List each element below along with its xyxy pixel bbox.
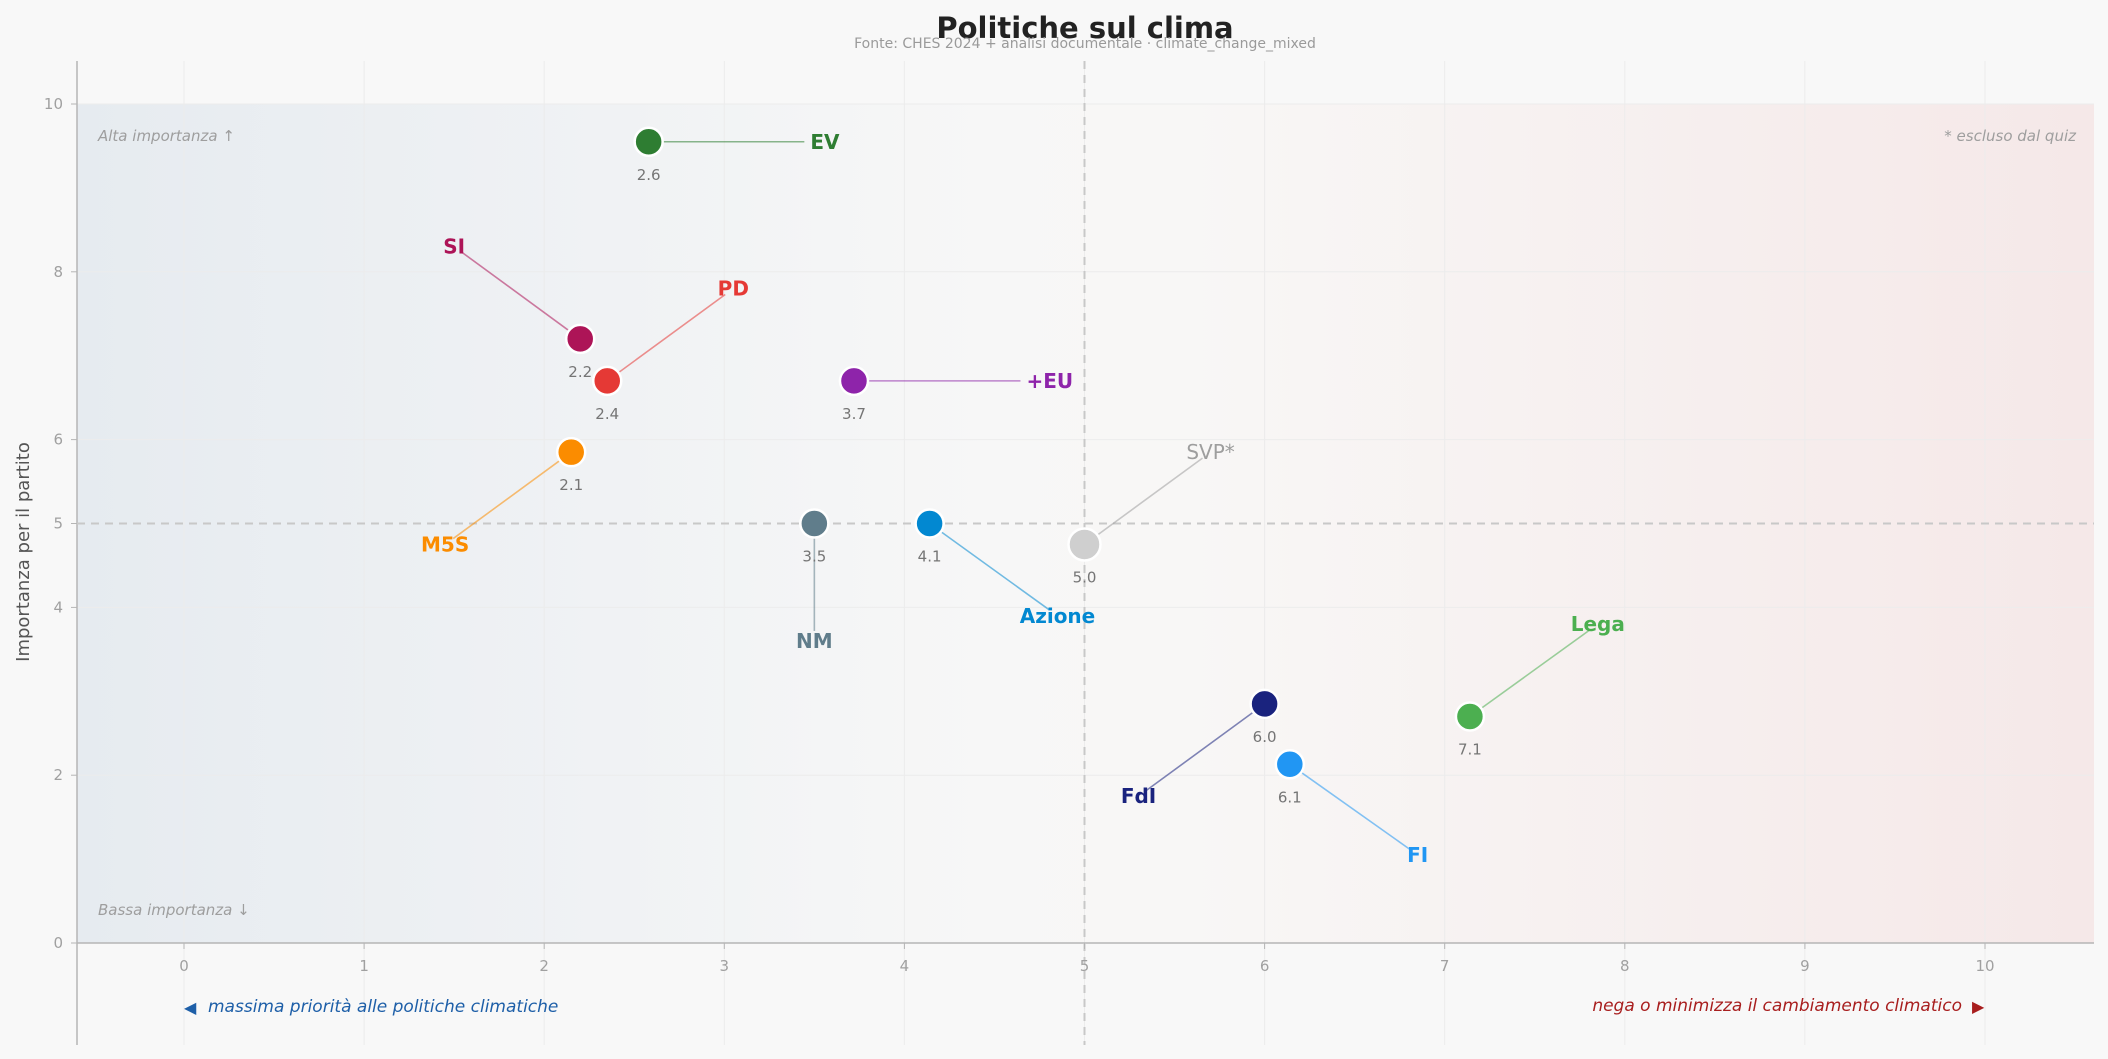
- point-fdi: [1249, 688, 1280, 720]
- x-tick-label: 8: [1620, 957, 1630, 975]
- party-points: 2.6 EV 2.2 SI 2.4 PD 3.7 +EU 2.1 M5S 3.5 NM 4.1 Azion…: [421, 126, 1625, 867]
- right-arrow-icon: ▶: [1972, 997, 1985, 1016]
- left-caption: massima priorità alle politiche climatic…: [208, 997, 558, 1017]
- tick-labels: 0 1 2 3 4 5 6 7 8 9 10 0 2 4 5 6 8 10: [44, 95, 1995, 975]
- value-label: 4.1: [918, 548, 942, 566]
- point-ev: [633, 126, 664, 158]
- y-tick-label: 2: [53, 766, 63, 784]
- leader-line-fi: [1289, 763, 1410, 850]
- value-label: 5.0: [1073, 568, 1097, 586]
- party-label: Lega: [1571, 612, 1625, 636]
- party-label: SI: [443, 235, 465, 259]
- value-label: 2.2: [568, 363, 592, 381]
- leader-line-si: [461, 251, 581, 340]
- chart-title: Politiche sul clima: [936, 11, 1233, 45]
- note-top-left: Alta importanza ↑: [97, 127, 235, 145]
- y-tick-label: 8: [53, 263, 63, 281]
- chart-subtitle: Fonte: CHES 2024 + analisi documentale ·…: [854, 36, 1316, 52]
- right-caption: nega o minimizza il cambiamento climatic…: [1592, 996, 1962, 1016]
- point-nm: [799, 508, 830, 539]
- value-label: 2.1: [559, 476, 583, 494]
- value-label: 6.1: [1278, 788, 1302, 806]
- note-top-right: * escluso dal quiz: [1944, 127, 2077, 145]
- y-tick-label: 6: [53, 431, 63, 449]
- point-fi: [1274, 749, 1306, 780]
- x-tick-label: 1: [359, 957, 369, 975]
- party-label: M5S: [421, 532, 469, 556]
- x-tick-label: 5: [1080, 957, 1090, 975]
- party-label: EV: [810, 130, 840, 154]
- y-tick-label: 5: [53, 515, 63, 533]
- party-label: +EU: [1026, 369, 1073, 393]
- value-label: 3.5: [802, 548, 826, 566]
- party-label: PD: [718, 277, 749, 301]
- point-si: [564, 323, 596, 355]
- y-axis-label: Importanza per il partito: [13, 442, 34, 662]
- party-label: NM: [796, 629, 833, 653]
- y-tick-label: 4: [53, 598, 63, 616]
- point-azione: [914, 508, 945, 539]
- x-tick-label: 2: [539, 957, 549, 975]
- note-bottom-left: Bassa importanza ↓: [98, 901, 250, 919]
- leader-line-azione: [929, 522, 1050, 611]
- leader-line-lega: [1469, 629, 1591, 718]
- leader-line-m5s: [452, 451, 572, 540]
- leader-line-pd: [606, 293, 726, 382]
- x-tick-label: 4: [900, 957, 910, 975]
- leader-line-svp: [1084, 457, 1203, 546]
- x-tick-label: 10: [1975, 957, 1994, 975]
- leader-line-fdi: [1146, 703, 1266, 791]
- party-label: FI: [1407, 843, 1428, 867]
- x-tick-label: 0: [179, 957, 189, 975]
- x-tick-label: 3: [720, 957, 730, 975]
- value-label: 2.6: [637, 166, 661, 184]
- party-label: Azione: [1020, 604, 1096, 628]
- value-label: 6.0: [1253, 728, 1277, 746]
- left-arrow-icon: ◀: [184, 998, 197, 1017]
- point-svp: [1067, 527, 1102, 562]
- point-eu: [838, 365, 870, 397]
- axis-captions: ◀ massima priorità alle politiche climat…: [184, 996, 1985, 1017]
- party-label: SVP*: [1186, 440, 1234, 464]
- y-tick-label: 0: [53, 934, 63, 952]
- y-tick-label: 10: [44, 95, 63, 113]
- value-label: 3.7: [842, 405, 866, 423]
- x-tick-label: 6: [1260, 957, 1270, 975]
- value-label: 2.4: [595, 405, 619, 423]
- value-label: 7.1: [1458, 740, 1482, 758]
- corner-notes: Alta importanza ↑ Bassa importanza ↓ * e…: [97, 127, 2077, 919]
- x-tick-label: 9: [1800, 957, 1810, 975]
- point-pd: [591, 365, 623, 397]
- point-lega: [1454, 701, 1486, 732]
- party-label: FdI: [1121, 784, 1156, 808]
- x-tick-label: 7: [1440, 957, 1450, 975]
- point-m5s: [555, 436, 587, 468]
